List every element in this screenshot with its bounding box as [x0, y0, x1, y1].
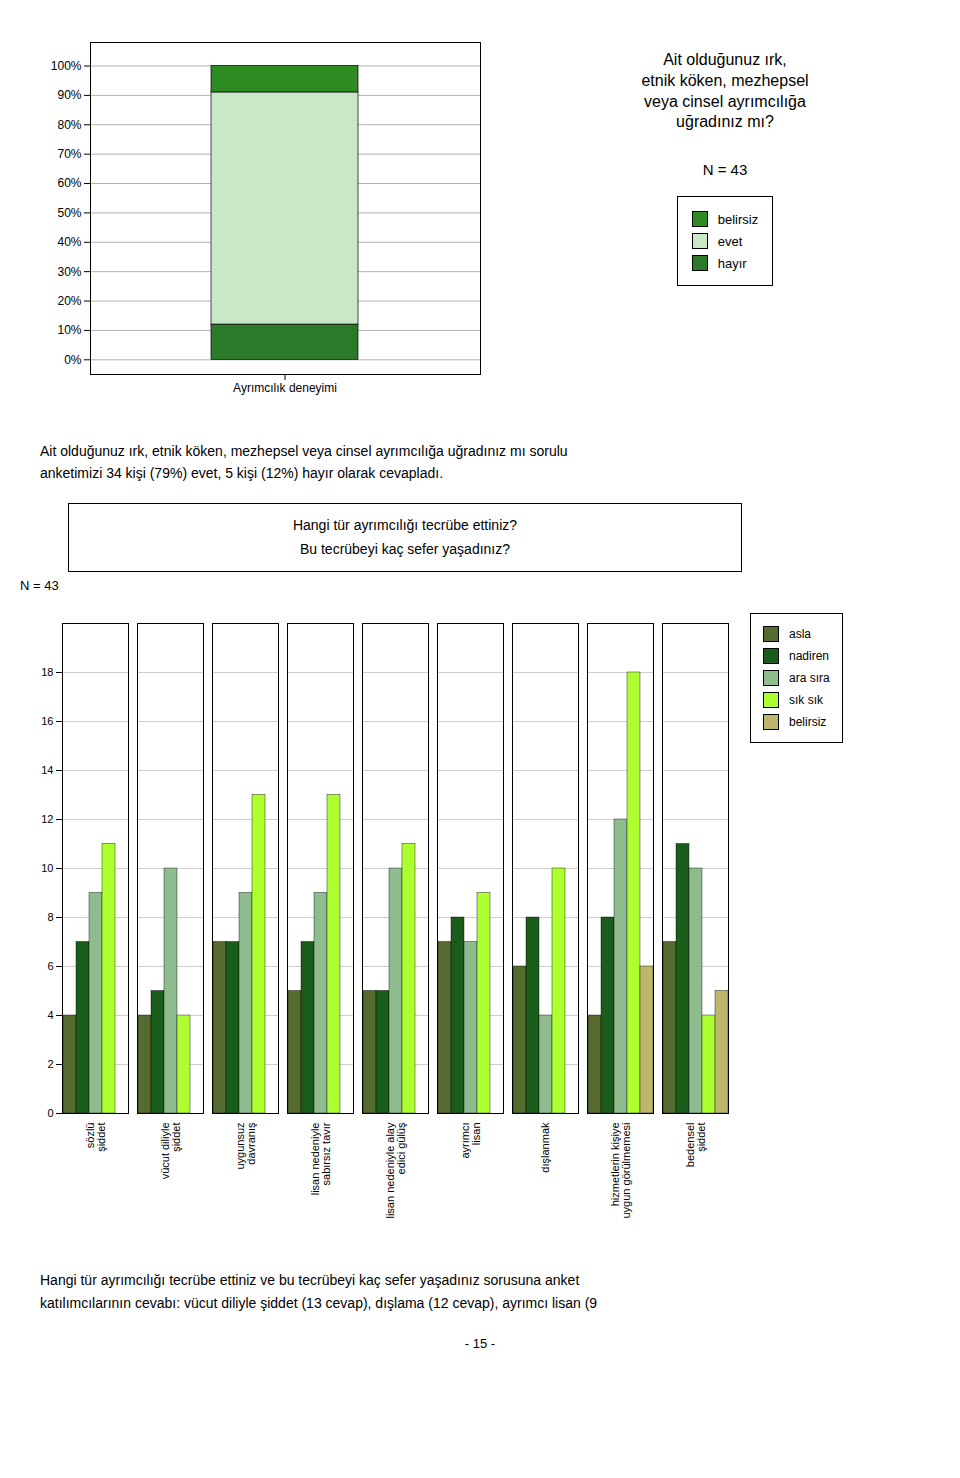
html-text:nadiren: nadiren	[789, 649, 829, 664]
svg-text:0%: 0%	[64, 353, 82, 367]
svg-text:lisan nedeniylesabırsız tavır: lisan nedeniylesabırsız tavır	[309, 1123, 332, 1196]
svg-text:8: 8	[47, 911, 53, 923]
svg-text:90%: 90%	[57, 88, 81, 102]
html-text:- 15 -: - 15 -	[464, 1336, 496, 1352]
html-text:Hangi tür ayrımcılığı tecrübe: Hangi tür ayrımcılığı tecrübe ettiniz ve…	[40, 1272, 580, 1289]
svg-text:0: 0	[47, 1107, 53, 1119]
svg-text:16: 16	[41, 715, 53, 727]
svg-text:12: 12	[41, 813, 53, 825]
html-text:Hangi tür ayrımcılığı tecrübe: Hangi tür ayrımcılığı tecrübe ettiniz?	[292, 516, 517, 533]
svg-text:sözlüşiddet: sözlüşiddet	[84, 1123, 107, 1152]
html-text:Bu tecrübeyi kaç sefer yaşadın: Bu tecrübeyi kaç sefer yaşadınız?	[299, 540, 510, 557]
svg-text:60%: 60%	[57, 176, 81, 190]
svg-text:2: 2	[47, 1058, 53, 1070]
html-text:hayır: hayır	[717, 255, 747, 271]
html-text:belirsiz: belirsiz	[717, 211, 759, 227]
svg-text:vücut diliyleşiddet: vücut diliyleşiddet	[159, 1123, 182, 1180]
html-text:Ait olduğunuz ırk, etnik köken: Ait olduğunuz ırk, etnik köken, mezhepse…	[40, 443, 568, 459]
svg-text:dışlanmak: dışlanmak	[539, 1122, 551, 1173]
svg-text:50%: 50%	[57, 206, 81, 220]
svg-text:14: 14	[41, 764, 53, 776]
html-text:sık sık: sık sık	[789, 693, 823, 708]
html-text:katılımcılarının cevabı: vücut: katılımcılarının cevabı: vücut diliyle ş…	[40, 1294, 598, 1311]
svg-text:18: 18	[41, 666, 53, 678]
html-text:anketimizi 34 kişi (79%) evet,: anketimizi 34 kişi (79%) evet, 5 kişi (1…	[40, 465, 444, 482]
svg-text:80%: 80%	[57, 118, 81, 132]
html-text:N = 43: N = 43	[20, 578, 59, 594]
svg-text:Ayrımcılık deneyimi: Ayrımcılık deneyimi	[233, 381, 337, 395]
svg-text:40%: 40%	[57, 235, 81, 249]
svg-text:20%: 20%	[57, 294, 81, 308]
html-text:belirsiz: belirsiz	[789, 715, 827, 730]
svg-text:70%: 70%	[57, 147, 81, 161]
html-text:Ait olduğunuz ırk, etnik köken: Ait olduğunuz ırk, etnik köken, mezhepse…	[641, 51, 809, 131]
svg-text:100%: 100%	[51, 59, 82, 73]
html-text:asla: asla	[789, 627, 811, 642]
html-text:N = 43: N = 43	[702, 161, 748, 179]
svg-text:lisan nedeniyle alayedici gülü: lisan nedeniyle alayedici gülüş	[384, 1122, 407, 1219]
svg-text:10: 10	[41, 862, 53, 874]
svg-text:6: 6	[47, 960, 53, 972]
html-text:ara sıra: ara sıra	[789, 671, 830, 686]
svg-text:uygunsuzdavranış: uygunsuzdavranış	[234, 1122, 257, 1170]
svg-text:hizmetlerin kişiyeuygun görülm: hizmetlerin kişiyeuygun görülmemesi	[609, 1123, 632, 1219]
svg-text:30%: 30%	[57, 265, 81, 279]
svg-text:bedenselşiddet: bedenselşiddet	[684, 1123, 707, 1168]
svg-text:10%: 10%	[57, 323, 81, 337]
html-text:evet: evet	[717, 233, 743, 249]
svg-text:ayrımcılisan: ayrımcılisan	[459, 1123, 482, 1159]
svg-text:4: 4	[47, 1009, 53, 1021]
